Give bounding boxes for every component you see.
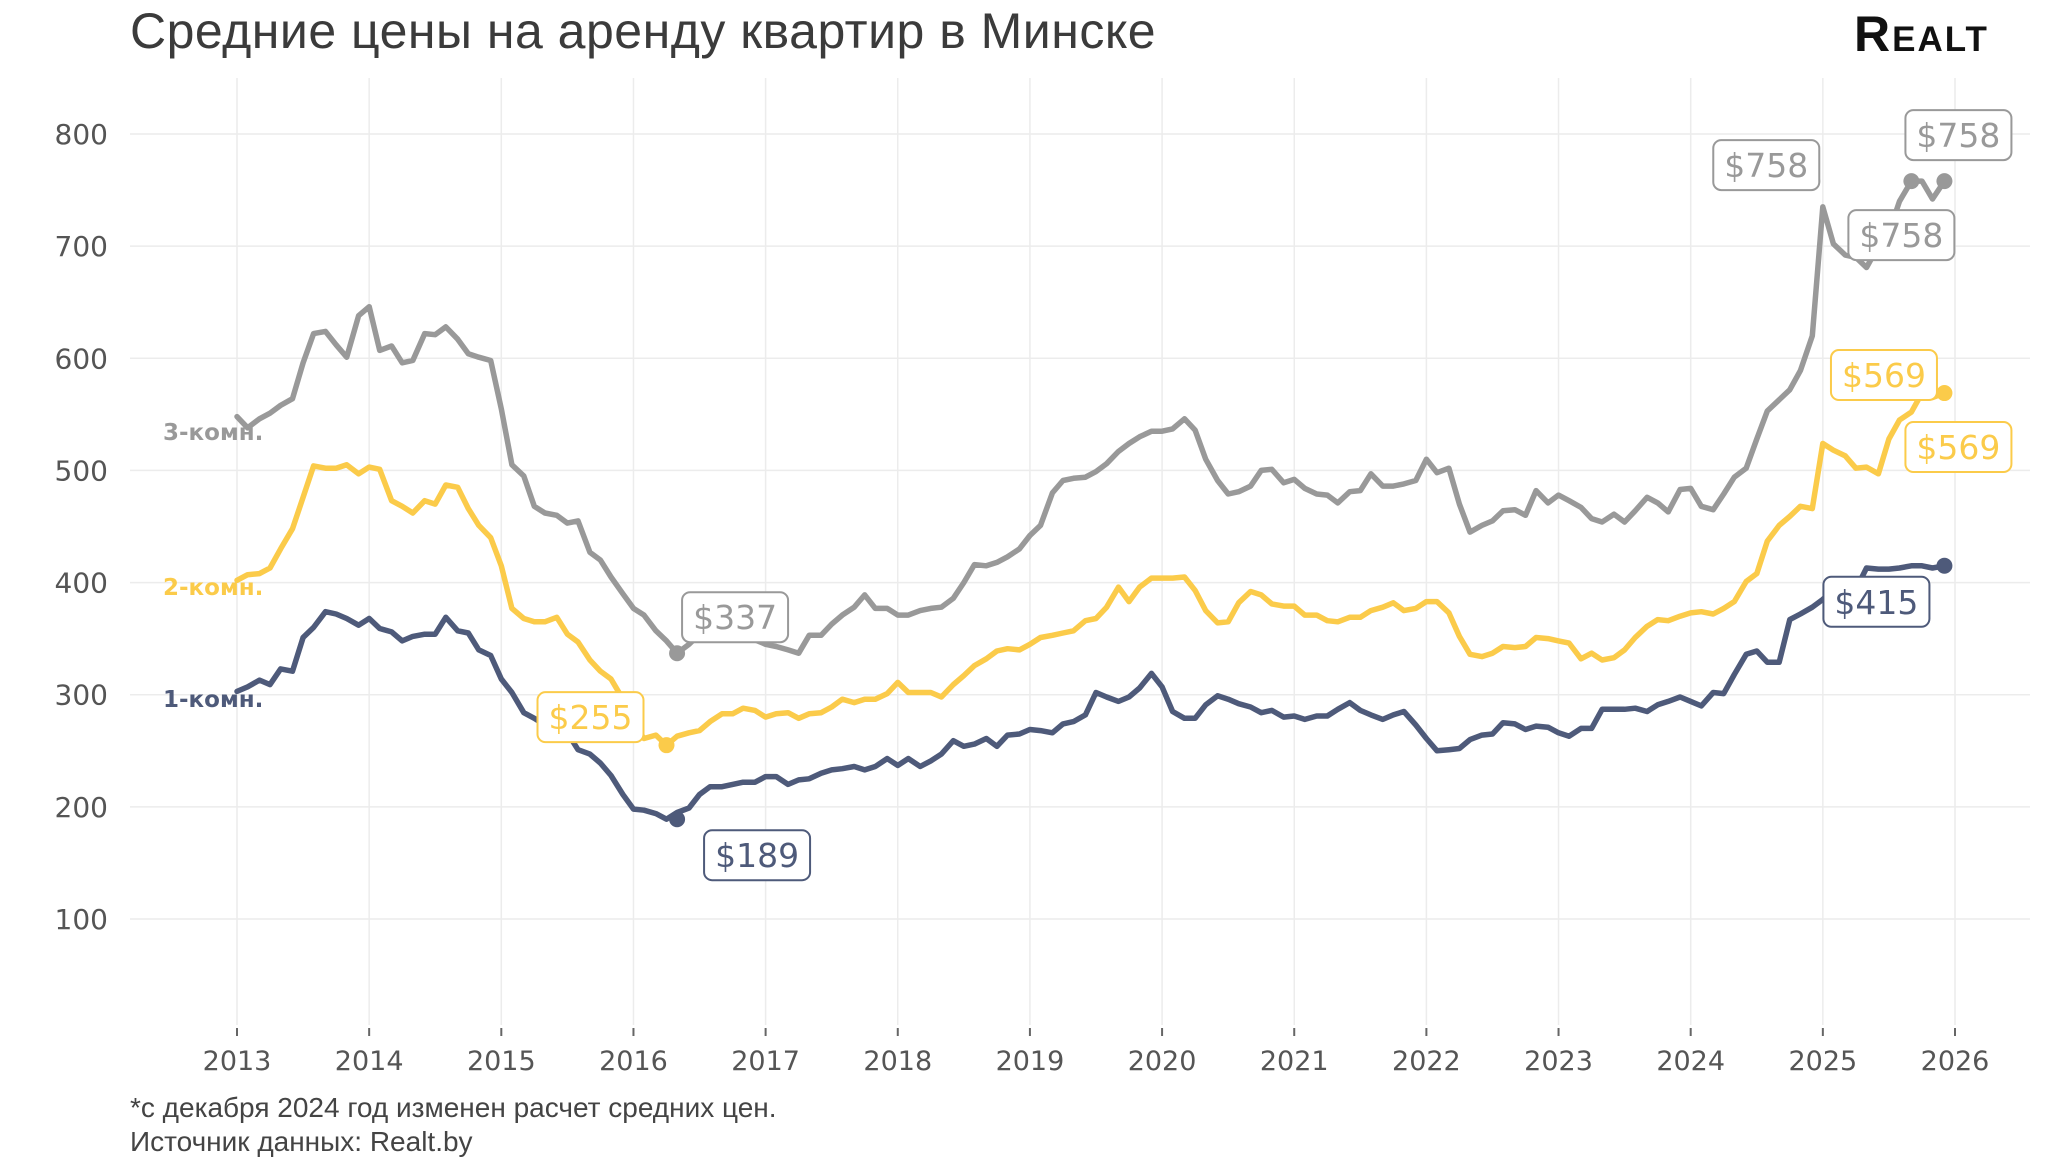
x-tick-label: 2021 xyxy=(1260,1046,1329,1077)
realt-logo: Realt xyxy=(1854,6,1989,62)
y-tick-label: 700 xyxy=(55,230,108,263)
x-tick-label: 2024 xyxy=(1656,1046,1725,1077)
value-label: $415 xyxy=(1834,583,1918,622)
x-tick-label: 2016 xyxy=(599,1046,668,1077)
highlight-marker xyxy=(669,645,686,662)
y-tick-label: 300 xyxy=(55,679,108,712)
value-label: $569 xyxy=(1842,356,1926,395)
x-tick-label: 2022 xyxy=(1392,1046,1461,1077)
y-tick-label: 800 xyxy=(55,118,108,151)
highlight-marker xyxy=(658,737,675,754)
value-label-box xyxy=(1847,209,1956,262)
value-label: $758 xyxy=(1916,116,2000,155)
source-note: Источник данных: Realt.by xyxy=(130,1126,473,1157)
value-label-box xyxy=(1904,421,2013,474)
value-label: $569 xyxy=(1916,428,2000,467)
series-label: 3-комн. xyxy=(163,420,263,446)
value-label-box xyxy=(703,829,812,882)
x-tick-label: 2020 xyxy=(1128,1046,1197,1077)
highlight-marker xyxy=(1936,557,1953,574)
y-tick-label: 600 xyxy=(55,342,108,375)
value-label-box xyxy=(1712,139,1821,192)
x-tick-label: 2025 xyxy=(1788,1046,1857,1077)
highlight-marker xyxy=(669,811,686,828)
highlight-marker xyxy=(1936,385,1953,402)
value-label-box xyxy=(1829,349,1938,402)
series-line xyxy=(234,390,1948,748)
x-tick-label: 2019 xyxy=(996,1046,1065,1077)
y-tick-label: 200 xyxy=(55,791,108,824)
value-label-box xyxy=(681,591,790,644)
y-tick-label: 500 xyxy=(55,454,108,487)
x-tick-label: 2023 xyxy=(1524,1046,1593,1077)
value-label: $255 xyxy=(549,698,633,737)
series-line xyxy=(234,178,1948,656)
value-label-box xyxy=(536,691,645,744)
value-label: $758 xyxy=(1724,146,1808,185)
x-tick-label: 2017 xyxy=(731,1046,800,1077)
chart-title: Средние цены на аренду квартир в Минске xyxy=(130,3,1157,59)
highlight-marker xyxy=(1936,173,1953,190)
y-tick-label: 400 xyxy=(55,567,108,600)
x-tick-label: 2018 xyxy=(863,1046,932,1077)
series-label: 1-комн. xyxy=(163,687,263,713)
x-tick-label: 2013 xyxy=(203,1046,272,1077)
highlight-marker xyxy=(1903,173,1920,190)
value-label: $189 xyxy=(715,836,799,875)
footnote: *с декабря 2024 год изменен расчет средн… xyxy=(130,1092,777,1123)
value-label: $337 xyxy=(693,598,777,637)
x-tick-label: 2026 xyxy=(1921,1046,1990,1077)
series-label: 2-комн. xyxy=(163,575,263,601)
value-label-box xyxy=(1904,109,2013,162)
value-label-box xyxy=(1822,575,1931,628)
value-label: $758 xyxy=(1859,216,1943,255)
x-tick-label: 2015 xyxy=(467,1046,536,1077)
y-tick-label: 100 xyxy=(55,903,108,936)
x-tick-label: 2014 xyxy=(335,1046,404,1077)
series-line xyxy=(234,563,1948,822)
